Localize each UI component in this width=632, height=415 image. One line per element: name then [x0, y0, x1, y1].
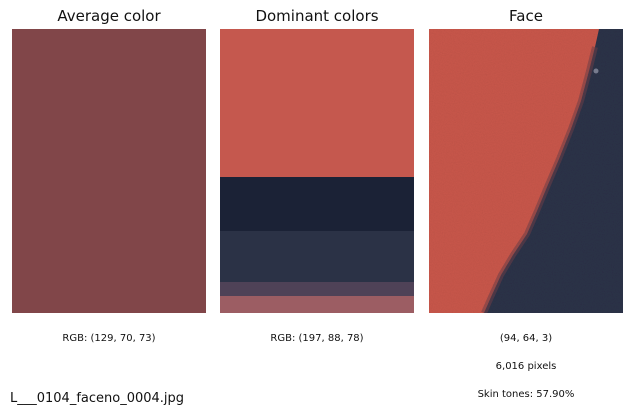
dominant-color-rgb-caption: RGB: (197, 88, 78) [270, 333, 364, 344]
face-pixel-count-caption: 6,016 pixels [495, 361, 557, 372]
dominant-color-band [220, 296, 414, 313]
dominant-color-band [220, 231, 414, 282]
image-filename: L___0104_faceno_0004.jpg [10, 391, 185, 406]
dominant-colors-stack [220, 29, 414, 313]
face-skin-tones-caption: Skin tones: 57.90% [477, 389, 575, 400]
face-title: Face [509, 7, 543, 25]
average-color-swatch [12, 29, 206, 313]
face-crop-graphic [429, 29, 623, 313]
average-color-title: Average color [57, 7, 161, 25]
dominant-color-band [220, 29, 414, 177]
dominant-color-band [220, 177, 414, 231]
face-dark-region [484, 29, 623, 313]
face-highlight-dot [593, 68, 599, 74]
dominant-colors-title: Dominant colors [255, 7, 379, 25]
face-dimensions-caption: (94, 64, 3) [499, 333, 553, 344]
average-color-rgb-caption: RGB: (129, 70, 73) [62, 333, 156, 344]
face-edge-blend [481, 46, 598, 313]
dominant-color-band [220, 282, 414, 296]
face-image [429, 29, 623, 313]
